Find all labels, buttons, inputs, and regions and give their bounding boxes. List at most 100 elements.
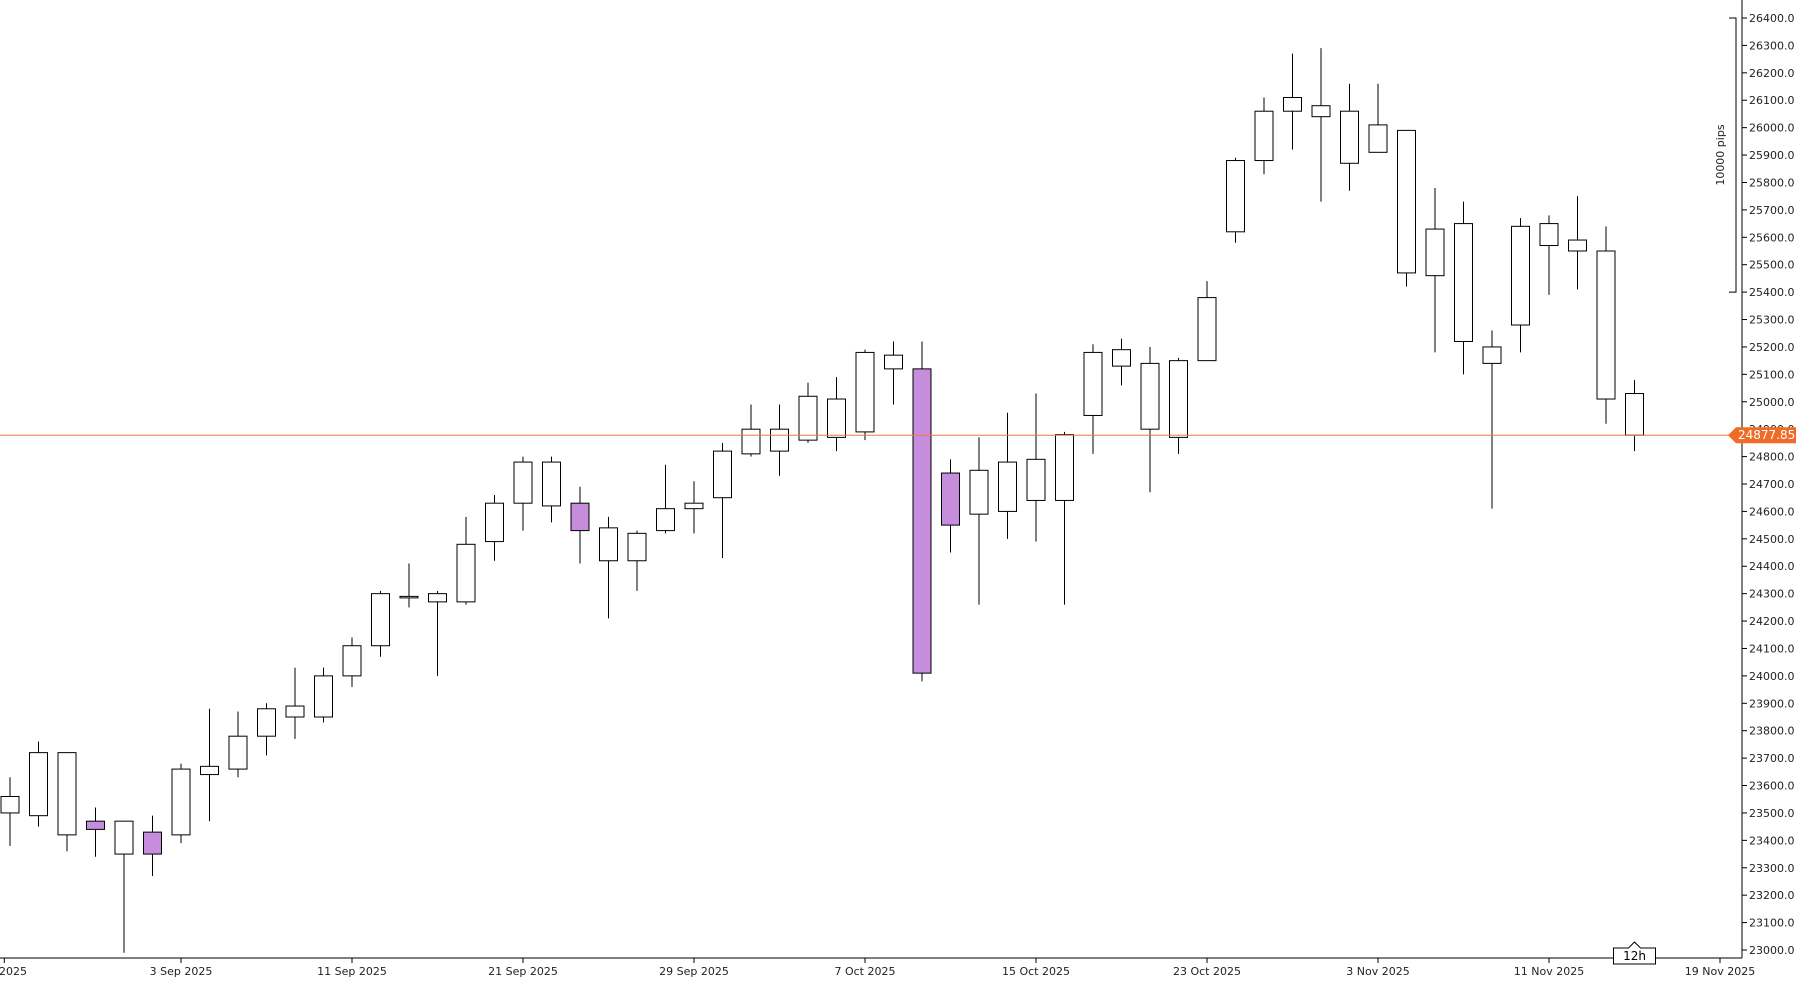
candle	[1539, 215, 1559, 295]
timeframe-label: 12h	[1623, 949, 1646, 963]
candle	[485, 494, 504, 561]
y-tick-label: 23500.0	[1749, 807, 1795, 820]
y-tick-label: 23800.0	[1749, 725, 1795, 738]
candle-body	[713, 450, 732, 499]
x-tick-label: 23 Oct 2025	[1173, 965, 1241, 978]
candle-body	[513, 461, 533, 504]
candle-body	[200, 765, 219, 776]
y-tick-label: 24300.0	[1749, 588, 1795, 601]
current-price-label: 24877.85	[1738, 428, 1795, 442]
candle-body	[1083, 351, 1103, 416]
y-tick-label: 23100.0	[1749, 917, 1795, 930]
candle-body	[257, 708, 276, 737]
x-tick-label: 29 Sep 2025	[659, 965, 729, 978]
x-tick-label: 11 Sep 2025	[317, 965, 387, 978]
candle-body	[1625, 393, 1644, 436]
candle-body	[912, 368, 932, 674]
x-tick-label: 19 Nov 2025	[1685, 965, 1755, 978]
candle	[1368, 83, 1388, 153]
candle	[171, 763, 191, 844]
candle-body	[1454, 223, 1473, 342]
x-tick-label: 11 Nov 2025	[1514, 965, 1584, 978]
y-axis-ticks: 26400.0 26300.0 26200.0 26100.0 26000.0 25900…	[1742, 12, 1795, 957]
candle-body	[656, 508, 675, 532]
candle	[428, 590, 447, 676]
x-tick-label: ug 2025	[0, 965, 27, 978]
candle-body	[1226, 160, 1245, 233]
candle-body	[314, 675, 333, 718]
candle	[770, 404, 789, 476]
candle	[627, 530, 647, 591]
candle-body	[1055, 434, 1074, 501]
candle	[1283, 53, 1302, 150]
candle	[399, 563, 419, 608]
candle	[912, 341, 932, 682]
x-tick-label: 3 Nov 2025	[1346, 965, 1409, 978]
y-tick-label: 25800.0	[1749, 176, 1795, 189]
y-tick-label: 26400.0	[1749, 12, 1795, 25]
candle-body	[143, 831, 162, 855]
candle	[1026, 393, 1046, 542]
candle	[969, 437, 989, 605]
candle	[0, 777, 20, 846]
candle-body	[57, 752, 77, 836]
y-tick-label: 26300.0	[1749, 39, 1795, 52]
y-tick-label: 25300.0	[1749, 314, 1795, 327]
candle	[1254, 97, 1274, 175]
candle	[998, 412, 1017, 539]
candle-body	[1140, 362, 1160, 430]
candle-body	[1539, 223, 1559, 247]
y-tick-label: 23300.0	[1749, 862, 1795, 875]
candle	[1397, 129, 1416, 287]
price-badge	[1728, 427, 1796, 444]
candle	[513, 456, 533, 531]
candle	[1482, 330, 1502, 509]
candle-body	[998, 461, 1017, 512]
candle	[1596, 226, 1616, 424]
y-tick-label: 26100.0	[1749, 94, 1795, 107]
candle	[1169, 357, 1188, 454]
candle	[570, 486, 590, 564]
candle-body	[428, 593, 447, 603]
candle	[941, 459, 960, 553]
candle	[713, 442, 732, 559]
x-tick-label: 3 Sep 2025	[150, 965, 213, 978]
candle-body	[485, 502, 504, 543]
candle	[1625, 379, 1644, 452]
y-tick-label: 24800.0	[1749, 451, 1795, 464]
candle-body	[29, 752, 48, 817]
candle-body	[1368, 124, 1388, 153]
candle	[86, 807, 105, 857]
axes-layer	[0, 0, 1743, 959]
candle	[456, 516, 476, 605]
candle	[798, 382, 818, 443]
candle	[1511, 218, 1530, 353]
candle-body	[969, 469, 989, 515]
range-bracket	[1729, 17, 1737, 293]
candle-body	[1568, 239, 1587, 252]
candle-body	[798, 395, 818, 441]
candle-body	[1482, 346, 1502, 364]
timeframe-marker[interactable]: 12h	[1613, 941, 1656, 965]
current-price-line: 24877.85	[0, 427, 1796, 444]
candle-body	[1283, 96, 1302, 112]
y-tick-label: 23400.0	[1749, 834, 1795, 847]
x-tick-label: 15 Oct 2025	[1002, 965, 1070, 978]
y-tick-label: 25600.0	[1749, 231, 1795, 244]
candle	[1340, 83, 1359, 191]
candle	[1197, 281, 1217, 362]
candle-body	[855, 351, 875, 433]
candle-body	[827, 398, 846, 438]
candle-body	[171, 768, 191, 836]
candle-body	[741, 428, 761, 455]
y-tick-label: 23900.0	[1749, 697, 1795, 710]
candle-body	[114, 820, 134, 855]
candle	[827, 377, 846, 452]
candle-body	[599, 527, 618, 562]
candle-body	[1112, 349, 1131, 367]
range-marker-label: 10000 pips	[1714, 124, 1727, 186]
x-tick-label: 7 Oct 2025	[834, 965, 895, 978]
y-tick-label: 24100.0	[1749, 642, 1795, 655]
